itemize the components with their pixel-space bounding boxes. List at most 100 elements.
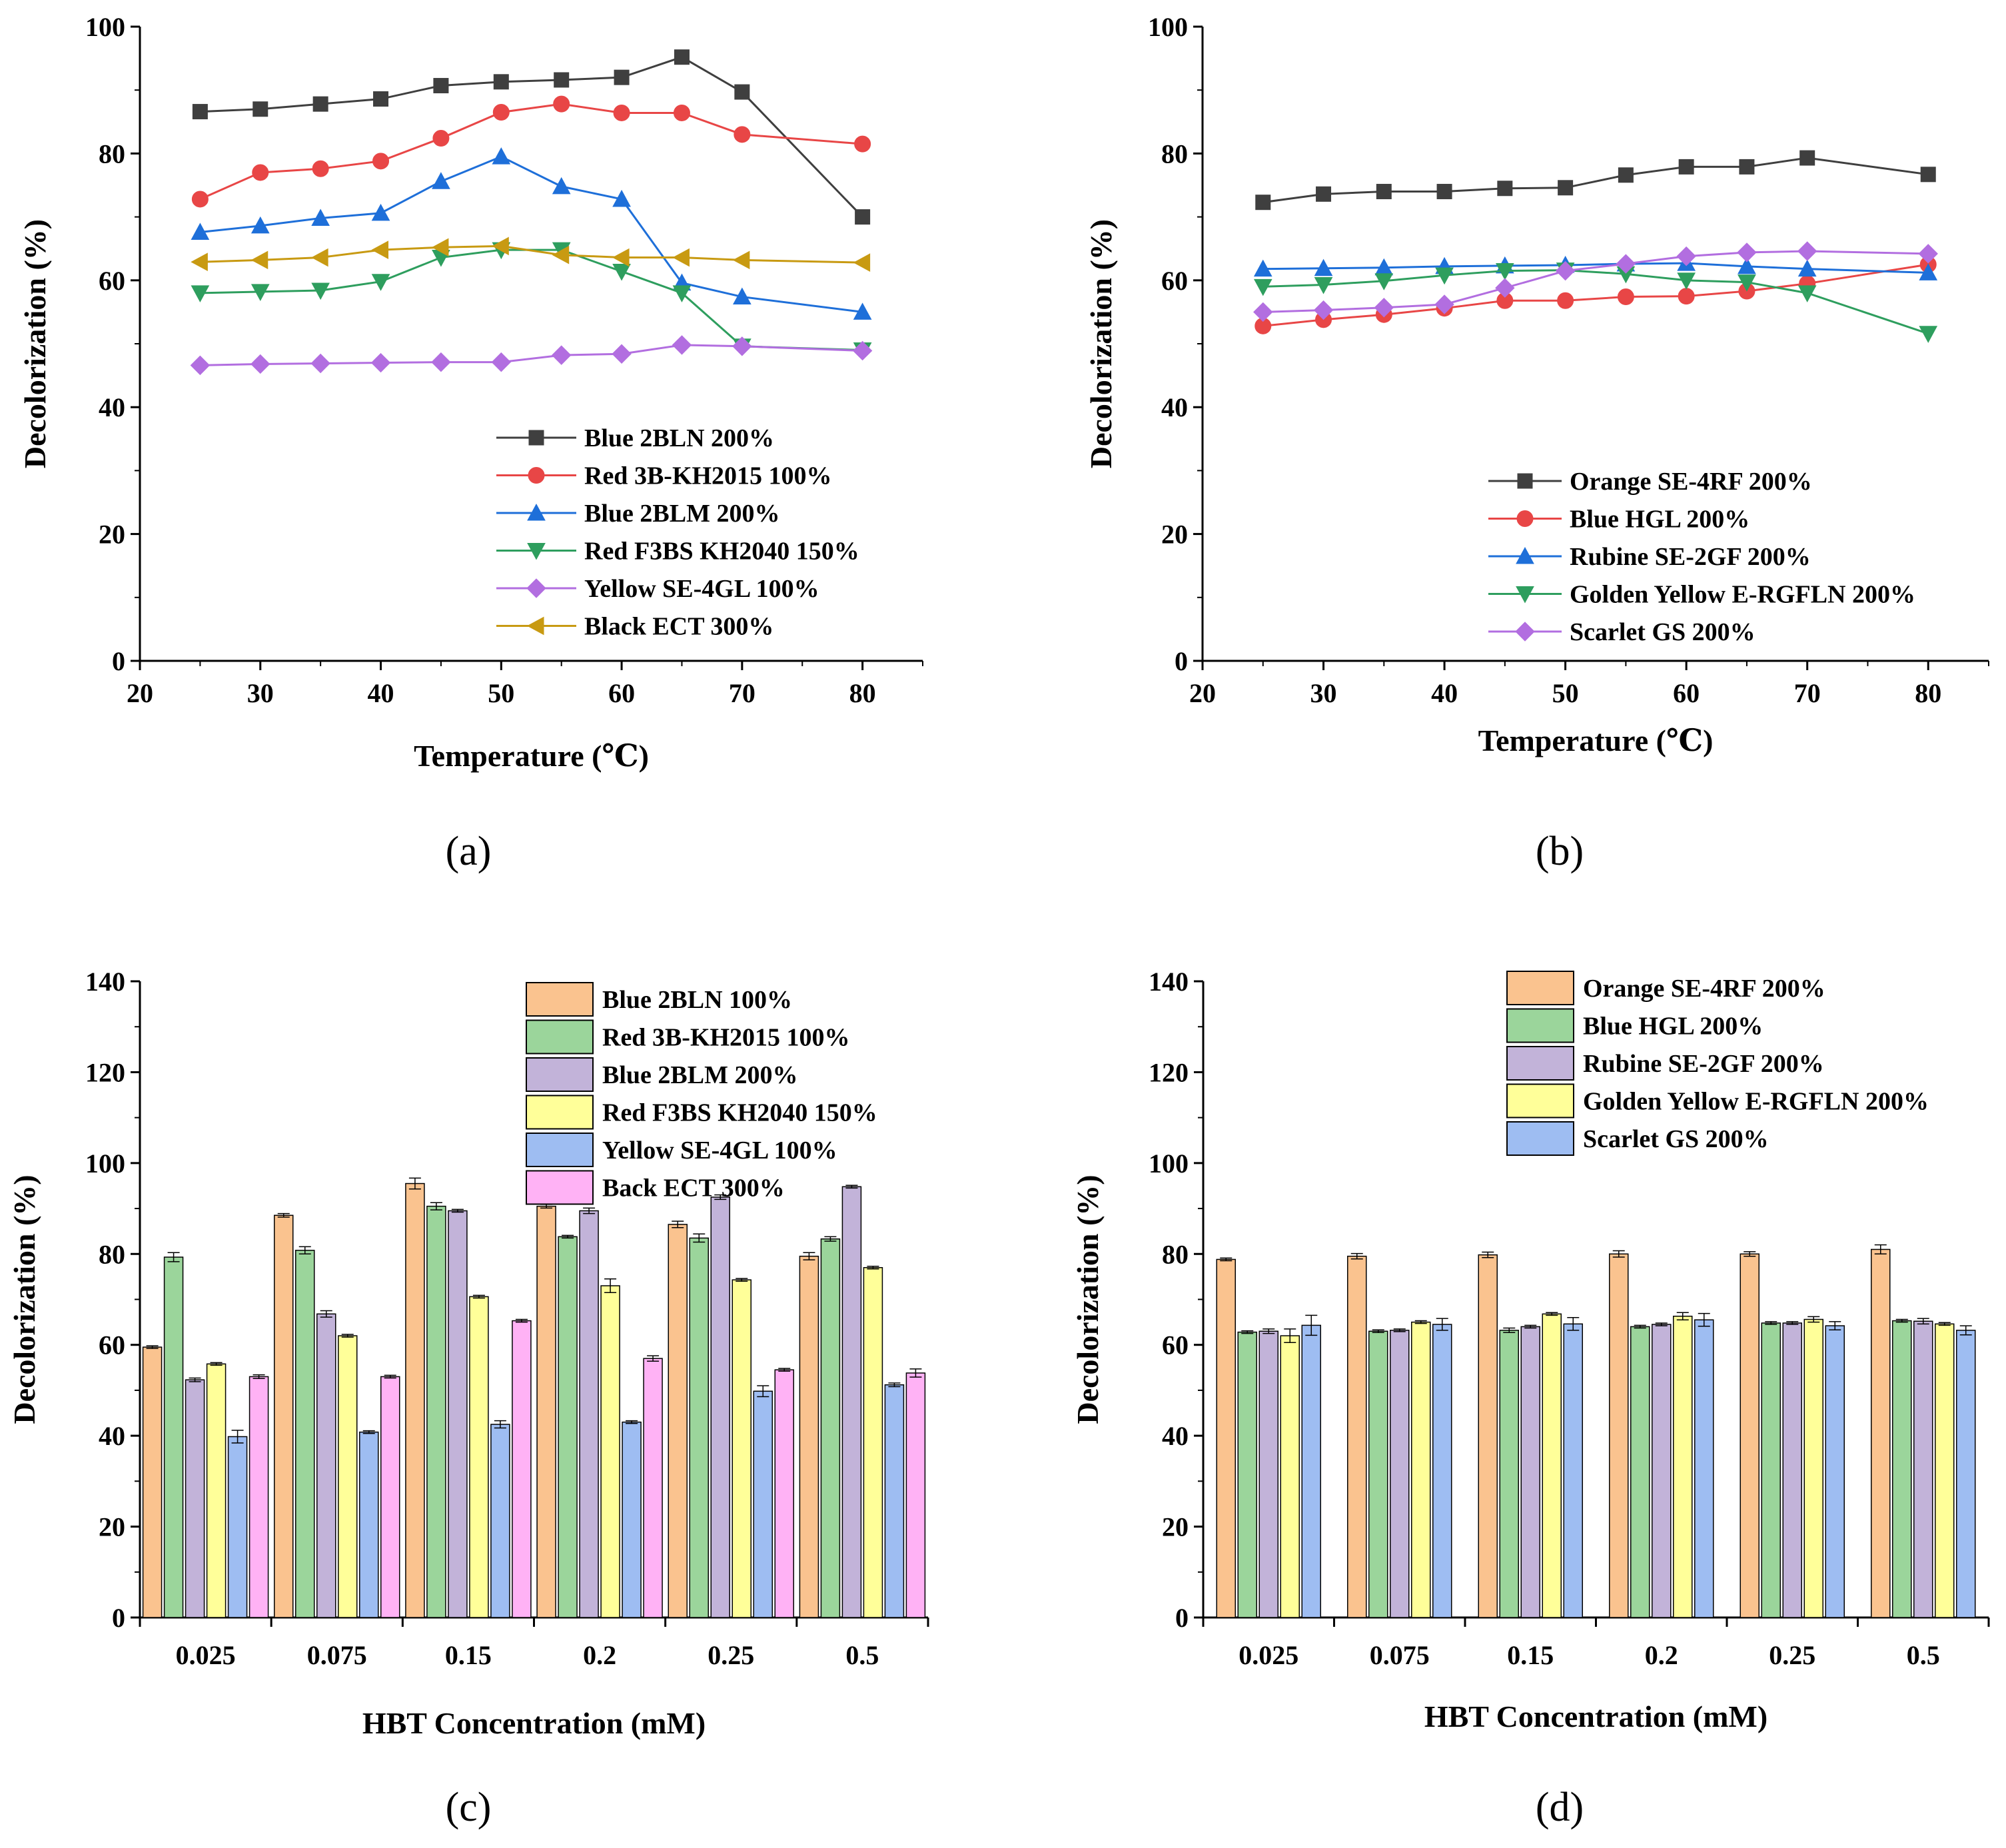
bar [163, 1256, 184, 1618]
legend-entry: Blue 2BLN 100% [602, 986, 792, 1014]
legend-entry: Blue 2BLM 200% [584, 500, 779, 528]
data-point [1253, 278, 1272, 296]
x-tick-label: 40 [1431, 678, 1458, 708]
y-tick-label: 60 [99, 266, 125, 296]
data-point [251, 284, 270, 301]
legend: Blue 2BLN 200% Red 3B-KH2015 100% Blue 2BL… [496, 424, 859, 641]
bar [1520, 1326, 1540, 1618]
bar [512, 1320, 532, 1618]
data-point [191, 285, 210, 302]
x-tick-label: 0.075 [307, 1640, 367, 1670]
legend-entry: Yellow SE-4GL 100% [602, 1137, 837, 1164]
data-point [1797, 259, 1817, 277]
x-tick-label: 50 [1552, 678, 1579, 708]
bar [206, 1363, 227, 1618]
data-point [1497, 181, 1513, 197]
legend-entry: Yellow SE-4GL 100% [584, 575, 819, 603]
legend-entry: Red F3BS KH2040 150% [584, 538, 859, 566]
data-point [1255, 195, 1271, 211]
data-point [672, 248, 690, 267]
legend-swatch [1506, 1121, 1574, 1156]
data-point [1435, 267, 1454, 285]
data-point [554, 72, 570, 88]
data-point [612, 344, 632, 364]
x-axis-title: Temperature (℃) [1478, 723, 1714, 757]
series-line [1262, 157, 1929, 204]
data-point [370, 352, 391, 373]
x-tick-label: 0.5 [845, 1640, 879, 1670]
data-point [1738, 274, 1756, 292]
panel-label: (b) [1536, 829, 1584, 874]
data-point [371, 274, 390, 291]
bar [622, 1421, 642, 1618]
x-tick-label: 0.25 [1769, 1640, 1815, 1670]
x-tick-label: 0.25 [708, 1640, 754, 1670]
x-axis-title: HBT Concentration (mM) [1424, 1699, 1767, 1733]
x-tick-label: 0.15 [445, 1640, 492, 1670]
bar [643, 1358, 663, 1618]
y-tick-label: 80 [99, 1239, 125, 1269]
legend-marker [1516, 510, 1534, 527]
bar [1563, 1323, 1583, 1618]
bar [1913, 1320, 1933, 1618]
bar [1609, 1253, 1629, 1618]
data-point [371, 203, 390, 221]
data-point [552, 177, 571, 195]
bar [405, 1182, 425, 1618]
bar [338, 1335, 358, 1618]
y-axis-title: Decolorization (%) [1084, 219, 1118, 468]
legend-swatch [1506, 1083, 1574, 1119]
data-point [1253, 259, 1272, 277]
legend-entry: Black ECT 300% [584, 613, 773, 641]
bar [1368, 1330, 1388, 1618]
x-tick-label: 0.2 [1645, 1640, 1678, 1670]
bar [1871, 1248, 1891, 1618]
x-tick-label: 30 [1310, 678, 1337, 708]
bar-chart-4: 0 20 40 60 80 100 120 140 Decolorization (%) HBT … [1071, 967, 1990, 1830]
data-point [732, 336, 752, 356]
data-point [492, 147, 511, 165]
data-point [1920, 167, 1936, 183]
legend-swatch [526, 1170, 594, 1205]
series-line [200, 344, 863, 366]
legend-entry: Red 3B-KH2015 100% [602, 1024, 850, 1052]
data-point [311, 248, 328, 267]
data-point [852, 340, 873, 361]
data-point [492, 104, 510, 121]
data-point [613, 104, 630, 121]
data-point [1495, 278, 1515, 298]
data-point [553, 95, 570, 113]
y-tick-label: 80 [1161, 139, 1188, 169]
y-tick-label: 40 [1162, 1421, 1189, 1451]
data-point [251, 354, 270, 374]
bar [1411, 1321, 1431, 1618]
y-tick-label: 140 [1149, 967, 1189, 997]
data-point [854, 135, 871, 153]
bar [227, 1436, 248, 1618]
x-tick-label: 0.025 [176, 1640, 236, 1670]
bar [536, 1205, 556, 1618]
legend-entry: Red 3B-KH2015 100% [584, 462, 832, 490]
data-point [855, 209, 871, 225]
bar [1542, 1313, 1562, 1618]
bar [142, 1346, 163, 1618]
bar [1499, 1330, 1519, 1618]
data-point [311, 209, 330, 227]
bar [316, 1313, 336, 1618]
data-point [1799, 150, 1815, 166]
data-point [1496, 263, 1514, 280]
legend-swatch [526, 1019, 594, 1055]
y-tick-label: 20 [99, 520, 125, 550]
y-tick-label: 100 [1148, 12, 1188, 42]
panel-label: (a) [446, 829, 492, 874]
legend-swatch [526, 1057, 594, 1092]
data-point [252, 164, 269, 181]
x-tick-label: 60 [608, 678, 635, 708]
bar [668, 1224, 688, 1618]
y-tick-label: 60 [99, 1330, 125, 1360]
legend-entry: Blue 2BLN 200% [584, 424, 774, 452]
data-point [614, 69, 630, 85]
bar [1258, 1330, 1278, 1618]
